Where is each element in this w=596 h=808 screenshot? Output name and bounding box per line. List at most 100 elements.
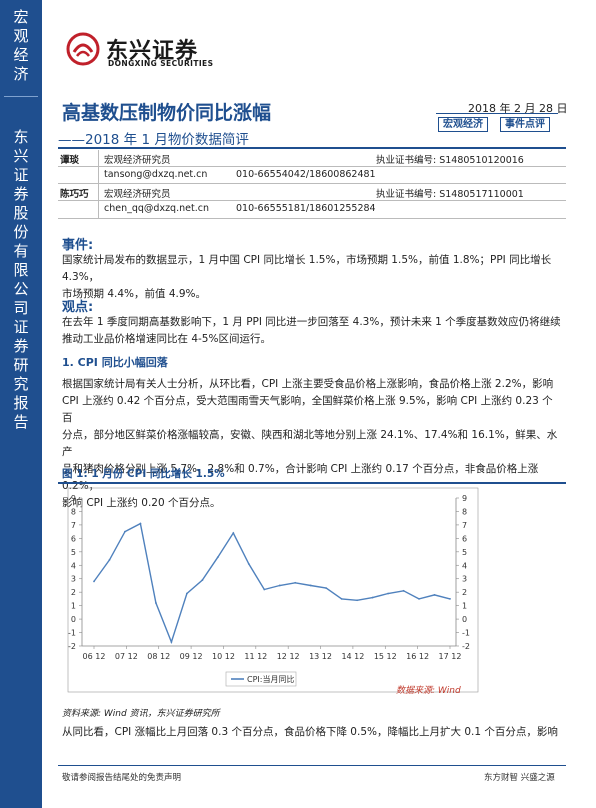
x-tick-label: 11 12 (244, 652, 267, 661)
author-license: 执业证书编号: S1480517110001 (376, 189, 524, 200)
cpi-data-point (216, 556, 219, 559)
y-tick-label-right: 8 (462, 507, 467, 516)
author-role: 宏观经济研究员 (104, 189, 171, 200)
sidebar-char: 证 (13, 318, 29, 336)
author-row: 陈巧巧 宏观经济研究员 执业证书编号: S1480517110001 (58, 184, 566, 200)
y-tick-label-right: -1 (462, 629, 470, 638)
cpi-series-line (93, 522, 451, 645)
sidebar-char: 公 (13, 280, 29, 298)
y-tick-label-right: 9 (462, 494, 467, 503)
cpi-data-point (108, 558, 111, 561)
y-tick-label-left: 8 (71, 507, 76, 516)
cpi-data-point (340, 598, 343, 600)
sidebar-char: 兴 (13, 147, 29, 165)
sidebar-char: 东 (13, 128, 29, 146)
cpi-data-point (418, 598, 420, 600)
cpi-line: CPI 上涨约 0.42 个百分点，受大范围雨雪天气影响，全国鲜菜价格上涨 9.… (62, 395, 553, 424)
date-underline (436, 113, 558, 114)
view-line-1: 在去年 1 季度同期高基数影响下，1 月 PPI 同比进一步回落至 4.3%，预… (62, 316, 561, 328)
author-email[interactable]: tansong@dxzq.net.cn (104, 169, 208, 180)
cpi-data-point (371, 596, 374, 599)
y-tick-label-right: 6 (462, 534, 467, 543)
y-tick-label-left: 6 (71, 534, 76, 543)
author-phone: 010-66555181/18601255284 (236, 203, 376, 214)
x-tick-label: 10 12 (212, 652, 235, 661)
author-phone: 010-66554042/18600862481 (236, 169, 376, 180)
sidebar-char: 报 (13, 394, 29, 412)
y-tick-label-left: -2 (68, 642, 76, 651)
yoy-paragraph: 从同比看，CPI 涨幅比上月回落 0.3 个百分点，食品价格下降 0.5%，降幅… (62, 724, 562, 741)
cpi-data-point (294, 581, 297, 584)
cpi-line: 根据国家统计局有关人士分析，从环比看，CPI 上涨主要受食品价格上涨影响，食品价… (62, 378, 554, 390)
sidebar-char: 济 (13, 65, 29, 83)
x-tick-label: 14 12 (341, 652, 364, 661)
header-divider (58, 147, 566, 149)
y-tick-label-right: 3 (462, 575, 467, 584)
figure-source-note: 资料来源: Wind 资讯，东兴证券研究所 (62, 709, 220, 719)
report-subtitle: ——2018 年 1 月物价数据简评 (58, 132, 249, 148)
figure-divider (58, 482, 566, 484)
y-tick-label-right: 0 (462, 615, 467, 624)
dongxing-logo-icon (66, 32, 100, 66)
y-tick-label-left: 9 (71, 494, 76, 503)
y-tick-label-right: 5 (462, 548, 467, 557)
y-tick-label-left: 0 (71, 615, 76, 624)
footer-divider (58, 765, 566, 766)
x-tick-label: 16 12 (406, 652, 429, 661)
legend-box (225, 671, 297, 687)
cpi-data-point (155, 602, 157, 604)
legend-label: CPI:当月同比 (247, 674, 294, 684)
cpi-data-point (93, 580, 95, 583)
sidebar-char: 券 (13, 337, 29, 355)
chart-frame (67, 487, 479, 693)
cpi-data-point (185, 592, 188, 595)
row-divider (58, 166, 566, 167)
y-tick-label-right: -2 (462, 642, 470, 651)
sidebar-bottom-label: 东兴证券股份有限公司证券研究报告 (0, 128, 42, 432)
event-line-1: 国家统计局发布的数据显示，1 月中国 CPI 同比增长 1.5%，市场预期 1.… (62, 254, 552, 283)
author-email[interactable]: chen_qq@dxzq.net.cn (104, 203, 209, 214)
cpi-data-point (278, 584, 281, 587)
column-divider (98, 150, 99, 218)
author-contact-row: tansong@dxzq.net.cn 010-66554042/1860086… (58, 167, 566, 183)
author-contact-row: chen_qq@dxzq.net.cn 010-66555181/1860125… (58, 201, 566, 217)
y-tick-label-left: 5 (71, 548, 76, 557)
y-tick-label-right: 7 (462, 521, 467, 530)
cpi-data-point (356, 599, 359, 602)
logo-chinese-name: 东兴证券 (106, 39, 199, 64)
company-logo: 东兴证券 DONGXING SECURITIES (66, 30, 226, 72)
y-tick-label-left: 7 (71, 521, 76, 530)
author-role: 宏观经济研究员 (104, 155, 171, 166)
x-tick-label: 13 12 (309, 652, 332, 661)
x-tick-label: 06 12 (83, 652, 106, 661)
cpi-data-point (139, 522, 142, 525)
cpi-line-chart: -2 -1 0 1 2 3 4 5 6 7 8 9 -2 -1 0 1 2 3 4 5 6 7 8 9 06 12 07 12 08… (67, 487, 479, 693)
footer-disclaimer: 敬请参阅报告结尾处的免责声明 (62, 773, 182, 783)
cpi-line: 影响 CPI 上涨约 0.20 个百分点。 (62, 497, 221, 509)
cpi-data-point (325, 587, 328, 590)
x-tick-label: 15 12 (374, 652, 397, 661)
view-heading: 观点: (62, 300, 94, 315)
cpi-data-point (449, 598, 451, 600)
cpi-data-point (201, 579, 204, 581)
y-tick-label-right: 2 (462, 588, 467, 597)
x-tick-label: 07 12 (115, 652, 138, 661)
y-tick-label-left: -1 (68, 629, 76, 638)
sidebar-char: 限 (13, 261, 29, 279)
cpi-data-point (124, 530, 126, 533)
sidebar-char: 研 (13, 356, 29, 374)
x-tick-label: 12 12 (277, 652, 300, 661)
sidebar-char: 股 (13, 204, 29, 222)
cpi-data-point (387, 592, 389, 595)
view-line-2: 推动工业品价格增速同比在 4-5%区间运行。 (62, 333, 271, 345)
y-tick-label-left: 3 (71, 575, 76, 584)
cpi-data-point (170, 641, 173, 643)
sidebar-char: 究 (13, 375, 29, 393)
x-tick-label: 09 12 (180, 652, 203, 661)
row-divider (58, 200, 566, 201)
sidebar-char: 经 (13, 46, 29, 64)
event-paragraph: 国家统计局发布的数据显示，1 月中国 CPI 同比增长 1.5%，市场预期 1.… (62, 252, 562, 303)
sidebar: 宏观经济 东兴证券股份有限公司证券研究报告 (0, 0, 42, 808)
figure-title: 图 1: 1 月份 CPI 同比增长 1.5% (62, 468, 225, 480)
y-tick-label-left: 4 (71, 561, 76, 570)
